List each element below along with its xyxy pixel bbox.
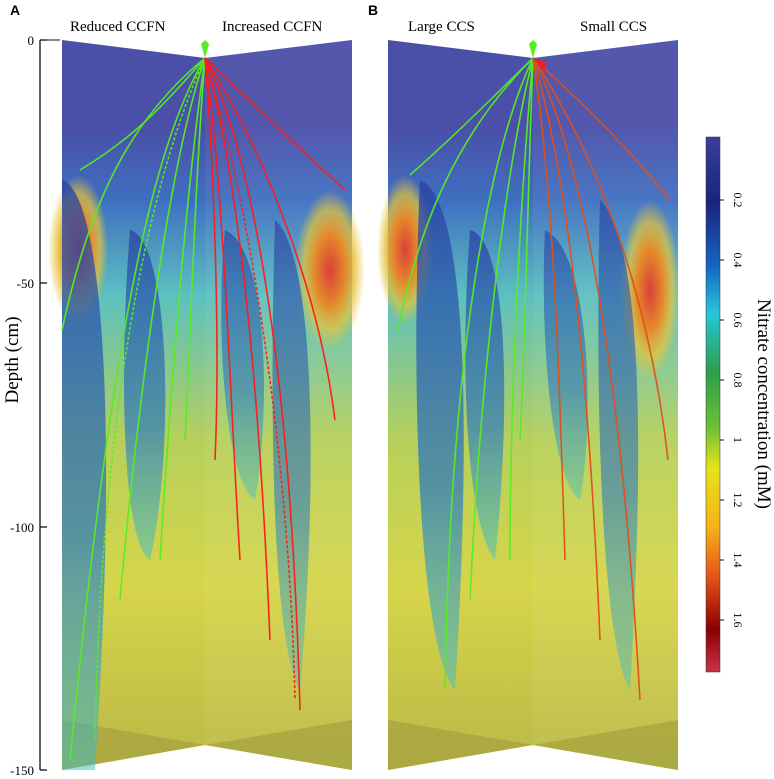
panel-b-depletion-plume-1 [416,180,464,690]
panel-a-depletion-plume-4 [272,220,311,690]
colorbar-tick-label: 1.6 [731,613,745,628]
panel-b: B Large CCS Small CCS [368,2,680,770]
colorbar-tick-label: 0.8 [731,373,745,388]
panel-b-depletion-plume-2 [465,230,505,560]
panel-a-depletion-plume-2 [124,230,166,560]
colorbar: 0.2 0.4 0.6 0.8 1 1.2 1.4 1.6 Nitrate co… [705,136,774,673]
colorbar-tick-label: 1.4 [731,553,745,568]
panel-a-depletion-plume-1 [62,180,107,770]
depth-tick-label: 0 [28,33,35,48]
panel-a-left-title: Reduced CCFN [70,19,166,35]
panel-a-increased-ccfn-roots [204,57,346,711]
panel-b-right-title: Small CCS [580,19,647,35]
panel-a-reduced-ccfn-roots [61,57,206,761]
colorbar-tick-label: 1 [731,437,745,443]
panel-b-depletion-plume-4 [598,200,639,690]
colorbar-tick-label: 0.6 [731,313,745,328]
panel-a-soil-bottom [62,720,352,770]
colorbar-tick-label: 0.4 [731,253,745,268]
panel-a-nitrate-hotspot-right [295,190,365,350]
depth-tick-label: -100 [10,520,34,535]
panel-a-depletion-plume-3 [221,230,264,500]
panel-a-plant-shoot [201,40,209,58]
panel-a-right-title: Increased CCFN [222,19,323,35]
panel-b-soil-bottom [388,720,678,770]
panel-a: A Reduced CCFN Increased CCFN [10,2,365,770]
colorbar-title: Nitrate concentration (mM) [753,299,774,509]
depth-tick-label: -50 [17,276,34,291]
panel-b-left-title: Large CCS [408,19,475,35]
panel-b-letter: B [368,2,378,18]
panel-b-small-ccs-roots [532,57,671,701]
depth-axis-title: Depth (cm) [2,316,23,403]
panel-a-letter: A [10,2,20,18]
panel-b-large-ccs-roots [397,57,534,691]
panel-b-nitrate-hotspot-right [620,200,680,380]
panel-b-red-root-crown [533,58,545,72]
colorbar-gradient [705,136,721,673]
depth-axis: 0 -50 -100 -150 Depth (cm) [2,33,60,778]
panel-b-plant-shoot [529,40,537,58]
colorbar-tick-label: 1.2 [731,493,745,508]
depth-tick-label: -150 [10,763,34,778]
colorbar-tick-label: 0.2 [731,193,745,208]
